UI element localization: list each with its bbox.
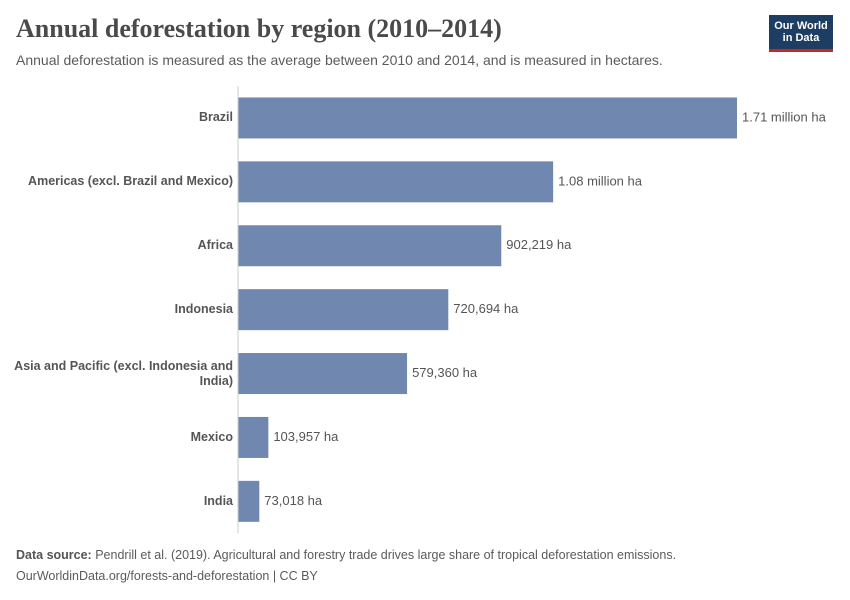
chart-title: Annual deforestation by region (2010–201… [16, 14, 502, 43]
value-label: 1.71 million ha [742, 109, 827, 124]
source-text: Pendrill et al. (2019). Agricultural and… [95, 548, 677, 562]
bar [238, 416, 269, 458]
bar [238, 225, 502, 267]
bar [238, 480, 260, 522]
bar [238, 97, 737, 139]
value-label: 103,957 ha [273, 429, 339, 444]
bar [238, 289, 449, 331]
value-label: 720,694 ha [453, 301, 519, 316]
category-label: Africa [197, 238, 233, 253]
footer-url[interactable]: OurWorldinData.org/forests-and-deforesta… [16, 569, 318, 583]
value-label: 1.08 million ha [558, 173, 643, 188]
category-label: India [203, 493, 233, 508]
value-label: 579,360 ha [412, 365, 478, 380]
bar [238, 353, 408, 395]
source: Data source: Pendrill et al. (2019). Agr… [16, 548, 676, 562]
bar [238, 161, 554, 203]
category-label: Mexico [190, 429, 233, 444]
chart-subtitle: Annual deforestation is measured as the … [16, 52, 663, 68]
category-label: Americas (excl. Brazil and Mexico) [28, 174, 233, 189]
category-label: Indonesia [174, 302, 233, 317]
value-label: 73,018 ha [264, 493, 323, 508]
logo[interactable]: Our World in Data [769, 15, 833, 52]
category-label: Asia and Pacific (excl. Indonesia and In… [14, 358, 233, 388]
category-label: Brazil [198, 110, 233, 125]
chart: 1.71 million ha 1.08 million ha 902,219 ha… [237, 86, 827, 534]
value-label: 902,219 ha [506, 237, 572, 252]
source-label: Data source: [16, 548, 92, 562]
